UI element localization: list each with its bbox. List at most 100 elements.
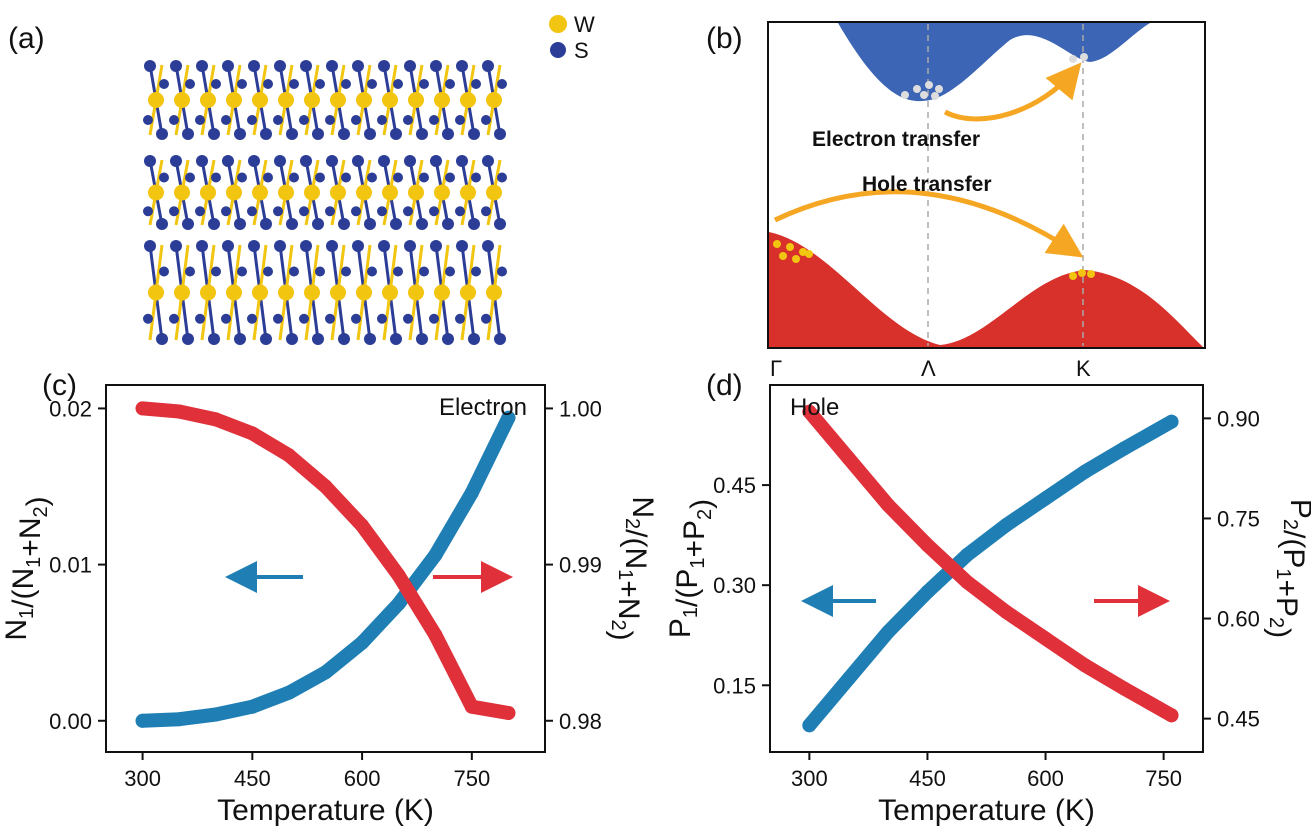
- y-right-tick-label: 0.75: [1217, 506, 1260, 531]
- sulfur-atom: [286, 128, 298, 140]
- panel-b: (b) Electron transfer Hole transfer Γ Λ …: [706, 21, 1206, 381]
- sulfur-atom: [471, 172, 481, 183]
- sulfur-atom: [419, 79, 429, 89]
- tungsten-atom: [252, 92, 268, 108]
- sulfur-atom: [159, 172, 169, 183]
- sulfur-atom: [442, 128, 454, 140]
- sulfur-atom: [247, 206, 257, 217]
- sulfur-atom: [156, 218, 168, 230]
- sulfur-atom: [156, 128, 168, 140]
- sulfur-atom: [404, 60, 416, 72]
- sulfur-atom: [143, 313, 153, 324]
- sulfur-atom: [471, 79, 481, 89]
- sulfur-atom: [367, 172, 377, 183]
- y-right-tick-label: 0.99: [559, 553, 602, 578]
- electron-transfer-arrow: [943, 62, 1082, 122]
- electrons-lambda: [901, 81, 943, 100]
- sulfur-atom: [237, 172, 247, 183]
- sulfur-atom: [286, 218, 298, 230]
- sulfur-atom: [170, 240, 182, 252]
- sulfur-atom: [494, 333, 506, 345]
- sulfur-atom: [274, 60, 286, 72]
- sulfur-atom: [456, 240, 468, 252]
- series-1-point: [355, 518, 370, 533]
- series-0-point: [881, 624, 896, 639]
- electrons-k: [1069, 53, 1088, 63]
- tungsten-atom: [174, 184, 190, 201]
- x-tick-label: 750: [1145, 766, 1182, 791]
- panel-c-label: (c): [42, 369, 77, 402]
- sulfur-atom: [144, 240, 156, 252]
- series-1-point: [428, 627, 443, 642]
- series-1-point: [1117, 681, 1132, 696]
- series-1-point: [999, 604, 1014, 619]
- tungsten-atom: [356, 184, 372, 201]
- sulfur-atom: [169, 313, 179, 324]
- tungsten-atom: [434, 184, 450, 201]
- sulfur-atom: [237, 266, 247, 277]
- sulfur-atom: [169, 115, 179, 125]
- x-axis-label: Temperature (K): [217, 794, 434, 827]
- kpoint-k: K: [1076, 356, 1091, 381]
- legend-w-label: W: [574, 12, 595, 37]
- y-right-tick-label: 1.00: [559, 396, 602, 421]
- chart-annotation: Hole: [790, 394, 839, 421]
- series-1-point: [501, 705, 516, 720]
- sulfur-atom: [234, 333, 246, 345]
- sulfur-atom: [377, 115, 387, 125]
- series-0-point: [391, 596, 406, 611]
- sulfur-atom: [185, 266, 195, 277]
- sulfur-atom: [169, 206, 179, 217]
- series-0-point: [999, 518, 1014, 533]
- sulfur-atom: [497, 266, 507, 277]
- series-0-point: [428, 548, 443, 563]
- series-1-point: [1164, 708, 1179, 723]
- sulfur-atom: [289, 79, 299, 89]
- conduction-band: [838, 23, 1150, 102]
- tungsten-atom: [356, 92, 372, 108]
- sulfur-atom: [377, 313, 387, 324]
- tungsten-atom: [434, 92, 450, 108]
- sulfur-atom: [456, 155, 468, 167]
- series-1-point: [881, 498, 896, 513]
- chart-annotation: Electron: [439, 394, 527, 421]
- tungsten-atom: [200, 92, 216, 108]
- sulfur-atom: [403, 115, 413, 125]
- sulfur-atom: [341, 172, 351, 183]
- sulfur-atom: [481, 206, 491, 217]
- sulfur-atom: [196, 60, 208, 72]
- sulfur-atom: [429, 313, 439, 324]
- series-1-point: [802, 404, 817, 419]
- sulfur-atom: [325, 206, 335, 217]
- holes-k: [1069, 269, 1095, 280]
- sulfur-atom: [196, 240, 208, 252]
- sulfur-atom: [445, 79, 455, 89]
- series-1-point: [920, 538, 935, 553]
- sulfur-atom: [481, 115, 491, 125]
- sulfur-atom: [351, 313, 361, 324]
- sulfur-atom: [445, 266, 455, 277]
- series-0-point: [841, 671, 856, 686]
- sulfur-atom: [442, 333, 454, 345]
- sulfur-atom: [299, 313, 309, 324]
- sulfur-atom: [325, 313, 335, 324]
- sulfur-atom: [416, 333, 428, 345]
- sulfur-atom: [289, 172, 299, 183]
- series-1-point: [281, 448, 296, 463]
- tungsten-atom: [148, 284, 164, 301]
- sulfur-atom: [312, 128, 324, 140]
- sulfur-atom: [419, 266, 429, 277]
- sulfur-atom: [312, 333, 324, 345]
- sulfur-atom: [429, 115, 439, 125]
- panel-b-label: (b): [706, 22, 743, 55]
- sulfur-atom: [144, 155, 156, 167]
- sulfur-atom: [263, 79, 273, 89]
- series-0-point: [802, 718, 817, 733]
- panel-d-label: (d): [706, 369, 743, 402]
- sulfur-atom: [326, 60, 338, 72]
- sulfur-atom: [468, 333, 480, 345]
- sulfur-atom: [352, 155, 364, 167]
- y-left-axis-label: P1/(P1+P2): [664, 499, 718, 638]
- sulfur-atom: [456, 60, 468, 72]
